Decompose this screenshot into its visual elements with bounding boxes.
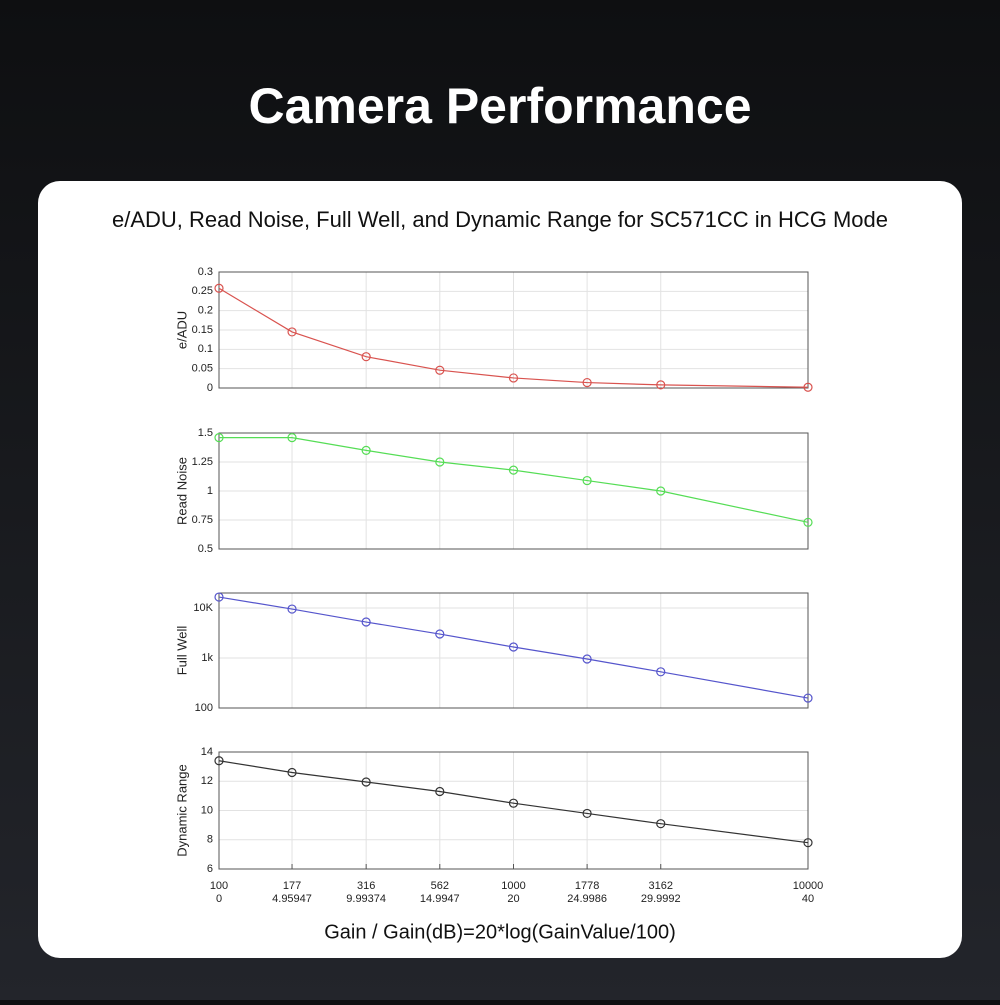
chart-subtitle: e/ADU, Read Noise, Full Well, and Dynami… bbox=[112, 207, 888, 232]
x-tick-label: 3162 bbox=[648, 880, 672, 892]
x-tick-label: 1778 bbox=[575, 880, 599, 892]
marker bbox=[361, 777, 371, 787]
y-tick-label: 0.2 bbox=[198, 305, 213, 317]
x-tick-db-label: 14.9947 bbox=[420, 893, 460, 905]
y-tick-label: 8 bbox=[207, 834, 213, 846]
marker bbox=[508, 465, 519, 475]
marker bbox=[508, 642, 519, 652]
y-tick-label: 0.75 bbox=[192, 514, 213, 526]
y-tick-label: 14 bbox=[201, 746, 213, 758]
y-axis-label: e/ADU bbox=[174, 311, 189, 349]
series-line bbox=[219, 437, 809, 523]
x-tick-label: 1000 bbox=[501, 880, 525, 892]
marker bbox=[435, 457, 445, 467]
marker bbox=[287, 433, 297, 443]
y-tick-label: 0.05 bbox=[192, 363, 213, 375]
marker bbox=[803, 838, 813, 848]
x-tick-label: 10000 bbox=[793, 880, 824, 892]
marker bbox=[582, 654, 592, 664]
marker bbox=[214, 592, 224, 602]
marker bbox=[287, 767, 297, 778]
marker bbox=[435, 629, 445, 639]
y-tick-label: 0.1 bbox=[198, 343, 213, 355]
y-tick-label: 6 bbox=[207, 863, 213, 875]
card bbox=[38, 181, 962, 958]
marker bbox=[287, 327, 297, 337]
marker bbox=[214, 283, 224, 293]
x-tick-label: 100 bbox=[210, 880, 228, 892]
y-tick-label: 12 bbox=[201, 775, 213, 787]
y-tick-label: 1k bbox=[201, 652, 213, 664]
page-title: Camera Performance bbox=[248, 78, 751, 134]
marker bbox=[582, 377, 592, 388]
marker bbox=[582, 475, 592, 486]
marker bbox=[435, 365, 445, 375]
y-tick-label: 0.5 bbox=[198, 543, 213, 555]
marker bbox=[803, 382, 813, 392]
series-line bbox=[218, 760, 809, 844]
series-line bbox=[218, 287, 809, 388]
marker bbox=[361, 617, 371, 627]
marker bbox=[656, 667, 666, 677]
marker bbox=[656, 380, 666, 390]
x-axis-label: Gain / Gain(dB)=20*log(GainValue/100) bbox=[324, 921, 676, 943]
y-tick-label: 1.5 bbox=[198, 427, 213, 439]
y-tick-label: 1 bbox=[207, 485, 213, 497]
y-tick-label: 0.25 bbox=[192, 285, 213, 297]
marker bbox=[361, 445, 371, 455]
x-tick-db-label: 29.9992 bbox=[641, 893, 681, 905]
x-tick-db-label: 9.99374 bbox=[346, 893, 386, 905]
series-line bbox=[218, 596, 809, 699]
y-axis-label: Read Noise bbox=[174, 457, 189, 525]
marker bbox=[656, 486, 666, 496]
marker bbox=[803, 693, 813, 703]
x-tick-label: 562 bbox=[431, 880, 449, 892]
y-tick-label: 0.15 bbox=[192, 324, 213, 336]
x-tick-db-label: 20 bbox=[507, 893, 519, 905]
y-tick-label: 0.3 bbox=[198, 266, 213, 278]
y-tick-label: 1.25 bbox=[192, 456, 213, 468]
x-tick-label: 316 bbox=[357, 880, 375, 892]
x-tick-db-label: 40 bbox=[802, 893, 814, 905]
y-tick-label: 0 bbox=[207, 382, 213, 394]
marker bbox=[361, 352, 371, 362]
plot-frame bbox=[218, 432, 809, 550]
plot-frame bbox=[218, 271, 809, 389]
y-axis-label: Full Well bbox=[174, 626, 189, 676]
marker bbox=[508, 373, 519, 383]
x-tick-db-label: 0 bbox=[216, 893, 222, 905]
marker bbox=[214, 433, 224, 443]
marker bbox=[214, 756, 224, 766]
x-tick-db-label: 24.9986 bbox=[567, 893, 607, 905]
marker bbox=[656, 819, 666, 829]
marker bbox=[582, 808, 592, 819]
marker bbox=[508, 798, 519, 808]
plot-frame bbox=[218, 592, 809, 709]
y-tick-label: 10 bbox=[201, 804, 213, 816]
marker bbox=[803, 517, 813, 527]
x-tick-label: 177 bbox=[283, 880, 301, 892]
x-tick-db-label: 4.95947 bbox=[272, 893, 312, 905]
y-tick-label: 10K bbox=[193, 602, 213, 614]
marker bbox=[287, 604, 297, 614]
y-axis-label: Dynamic Range bbox=[174, 764, 189, 857]
y-tick-label: 100 bbox=[195, 702, 213, 714]
marker bbox=[435, 786, 445, 797]
